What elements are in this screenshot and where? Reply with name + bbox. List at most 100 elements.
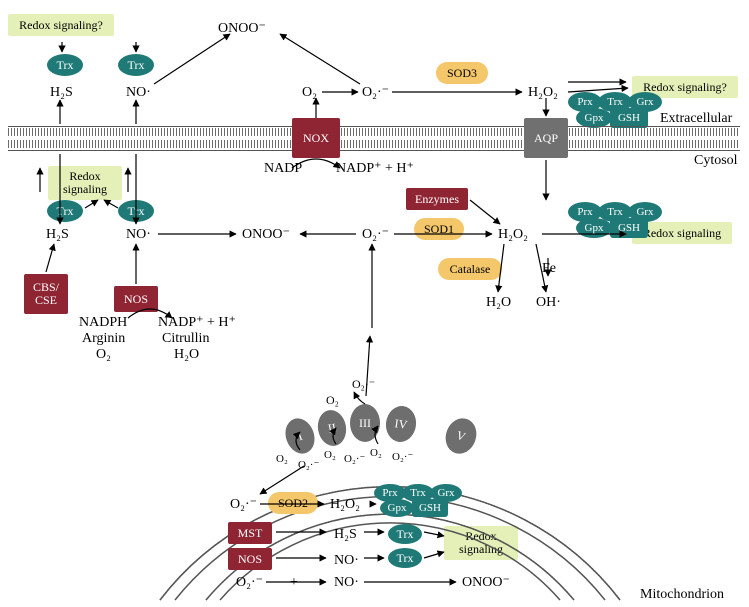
species-no-top: NO·: [126, 86, 151, 100]
nox-label: NOX: [303, 132, 329, 144]
species-o2minus-mito-sub: O₂·⁻: [236, 576, 263, 590]
membrane-ticks-top-lower: [8, 140, 740, 148]
trx-label: Trx: [128, 205, 145, 217]
species-fe: Fe: [542, 262, 556, 276]
gpx-label: Gpx: [585, 222, 604, 234]
species-o2-mat-1: O₂: [276, 454, 288, 465]
etc-complex-4: IV: [384, 404, 419, 444]
species-o2-mat-2: O₂: [324, 450, 336, 461]
species-o2minus-mat-1: O₂·⁻: [298, 460, 319, 471]
arrow: [424, 532, 444, 536]
antioxidant-cluster-mito: Prx Trx Grx Gpx GSH: [374, 484, 474, 524]
species-h2o-nos: H₂O: [174, 348, 199, 362]
gpx-oval: Gpx: [380, 499, 414, 517]
nos-block-cyt: NOS: [114, 286, 158, 312]
species-citrullin: Citrullin: [162, 332, 209, 346]
membrane-ticks-top-upper: [8, 128, 740, 136]
trx-label: Trx: [57, 205, 74, 217]
mst-label: MST: [238, 527, 263, 539]
species-o2minus-ims-1: O₂·⁻: [352, 378, 375, 390]
trx-oval-top-1: Trx: [47, 54, 83, 76]
species-onoo-mito: ONOO⁻: [462, 576, 510, 590]
aqp-label: AQP: [534, 132, 558, 144]
species-h2o2-cyt: H₂O₂: [498, 228, 528, 242]
species-o2minus-mat-2: O₂·⁻: [344, 454, 365, 465]
gpx-oval: Gpx: [576, 108, 612, 128]
trx-oval-cyt-2: Trx: [118, 200, 154, 222]
species-h2o2-top: H₂O₂: [528, 86, 558, 100]
cbs-cse-block: CBS/ CSE: [24, 274, 68, 314]
etc-complex-1: I: [281, 414, 320, 457]
sod1-label: SOD1: [424, 223, 454, 235]
sod2-pill: SOD2: [268, 492, 318, 514]
plus-sign-mito: +: [290, 576, 298, 590]
species-h2s-mito: H₂S: [334, 528, 357, 542]
compartment-cytosol: Cytosol: [694, 154, 738, 168]
species-no-mito-2: NO·: [334, 576, 359, 590]
antioxidant-cluster-cyt: Prx Trx Grx Gpx GSH: [568, 202, 668, 242]
compartment-extracellular: Extracellular: [660, 112, 732, 126]
trx-label: Trx: [128, 59, 145, 71]
species-nadp: NADP: [264, 162, 302, 176]
sod1-pill: SOD1: [414, 218, 464, 240]
gpx-oval: Gpx: [576, 218, 612, 238]
etc-label: IV: [394, 416, 409, 433]
trx-label: Trx: [57, 59, 74, 71]
species-o2-ims-1: O₂: [326, 394, 339, 406]
gsh-label: GSH: [618, 112, 640, 124]
species-nadp-h-nos: NADP⁺ + H⁺: [158, 316, 236, 330]
etc-complex-3: III: [350, 404, 380, 442]
arrow: [280, 34, 360, 84]
redox-signaling-box-mid-left: Redox signaling: [48, 166, 122, 200]
species-onoo-cyt: ONOO⁻: [242, 228, 290, 242]
etc-complex-2: II: [315, 408, 349, 448]
aqp-block: AQP: [524, 118, 568, 158]
catalase-label: Catalase: [450, 263, 491, 275]
nox-block: NOX: [292, 118, 340, 158]
nos-label: NOS: [124, 293, 148, 305]
arrow: [154, 34, 230, 84]
trx-oval-top-2: Trx: [118, 54, 154, 76]
arrow: [470, 200, 500, 224]
species-arginin: Arginin: [82, 332, 125, 346]
species-o2minus-mat-3: O₂·⁻: [392, 452, 413, 463]
sod3-pill: SOD3: [436, 62, 488, 84]
species-o2minus-matrix: O₂·⁻: [230, 498, 257, 512]
nos-label: NOS: [238, 553, 262, 565]
gsh-rect: GSH: [610, 108, 648, 128]
gsh-label: GSH: [419, 502, 441, 514]
catalase-pill: Catalase: [438, 258, 502, 280]
trx-label: Trx: [607, 96, 623, 108]
species-no-mito-1: NO·: [334, 554, 359, 568]
species-o2-top: O₂: [302, 86, 317, 100]
trx-label: Trx: [410, 487, 426, 499]
gsh-rect: GSH: [412, 499, 448, 517]
gsh-rect: GSH: [610, 218, 648, 238]
gpx-label: Gpx: [388, 502, 407, 514]
prx-label: Prx: [382, 487, 397, 499]
species-h2o-cyt: H₂O: [486, 296, 511, 310]
etc-label: V: [454, 427, 467, 444]
species-o2-mat-3: O₂: [370, 448, 382, 459]
enzymes-block: Enzymes: [406, 188, 468, 210]
species-o2minus-cyt: O₂·⁻: [362, 228, 389, 242]
trx-label: Trx: [397, 552, 414, 564]
arrow: [85, 200, 98, 208]
membrane-outer-top: [8, 126, 740, 127]
species-o2minus-top: O₂·⁻: [362, 86, 389, 100]
arrow: [424, 552, 444, 558]
redox-signaling-box-top-left: Redox signaling?: [8, 14, 114, 36]
membrane-outer-bottom: [8, 150, 740, 151]
sod2-label: SOD2: [278, 497, 308, 509]
species-no-cyt: NO·: [126, 228, 151, 242]
species-oh-cyt: OH·: [536, 296, 561, 310]
mst-block: MST: [228, 522, 272, 544]
species-onoo-top: ONOO⁻: [218, 22, 266, 36]
redox-signaling-label: Redox signaling: [444, 530, 518, 556]
grx-label: Grx: [636, 96, 653, 108]
etc-label: III: [359, 416, 371, 431]
species-o2-nos-sub: O₂: [96, 348, 111, 362]
trx-oval-mito-2: Trx: [388, 548, 422, 568]
cbs-cse-label: CBS/ CSE: [24, 281, 68, 306]
species-h2s-top: H₂S: [50, 86, 73, 100]
